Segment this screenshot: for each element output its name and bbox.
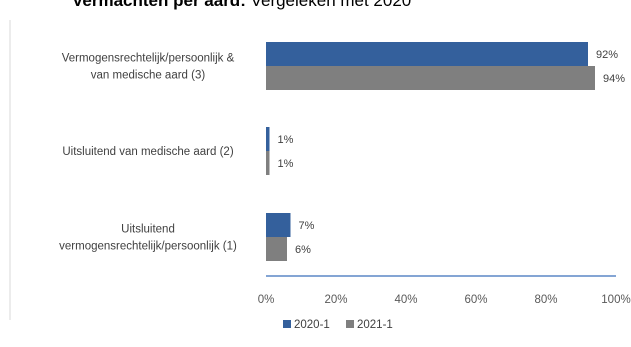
bar-2020-1-1 [266,42,588,66]
data-label-2021-1-2: 1% [278,158,294,170]
bar-2021-1-2 [266,151,270,175]
bar-2020-1-2 [266,127,270,151]
x-tick-label-0: 0% [258,294,275,306]
category-label-1-line-2: van medische aard (3) [91,70,206,82]
category-label-3-line-2: vermogensrechtelijk/persoonlijk (1) [59,241,237,253]
x-tick-label-3: 60% [464,294,487,306]
bar-2020-1-3 [266,213,291,237]
data-label-2020-1-1: 92% [596,49,618,61]
data-label-2021-1-3: 6% [295,244,311,256]
x-tick-label-1: 20% [324,294,347,306]
data-label-2020-1-2: 1% [278,134,294,146]
legend-label-2020-1: 2020-1 [294,319,330,331]
category-label-2-line-1: Uitsluitend van medische aard (2) [62,146,233,158]
category-label-3-line-1: Uitsluitend [121,224,175,236]
x-tick-label-2: 40% [394,294,417,306]
data-label-2020-1-3: 7% [299,220,315,232]
legend-swatch-2020-1 [283,320,291,328]
x-tick-label-4: 80% [534,294,557,306]
bar-2021-1-3 [266,237,287,261]
legend-label-2021-1: 2021-1 [357,319,393,331]
bar-2021-1-1 [266,66,595,90]
x-tick-label-5: 100% [601,294,630,306]
legend-swatch-2021-1 [346,320,354,328]
category-label-1-line-1: Vermogensrechtelijk/persoonlijk & [62,53,235,65]
data-label-2021-1-1: 94% [603,73,625,85]
